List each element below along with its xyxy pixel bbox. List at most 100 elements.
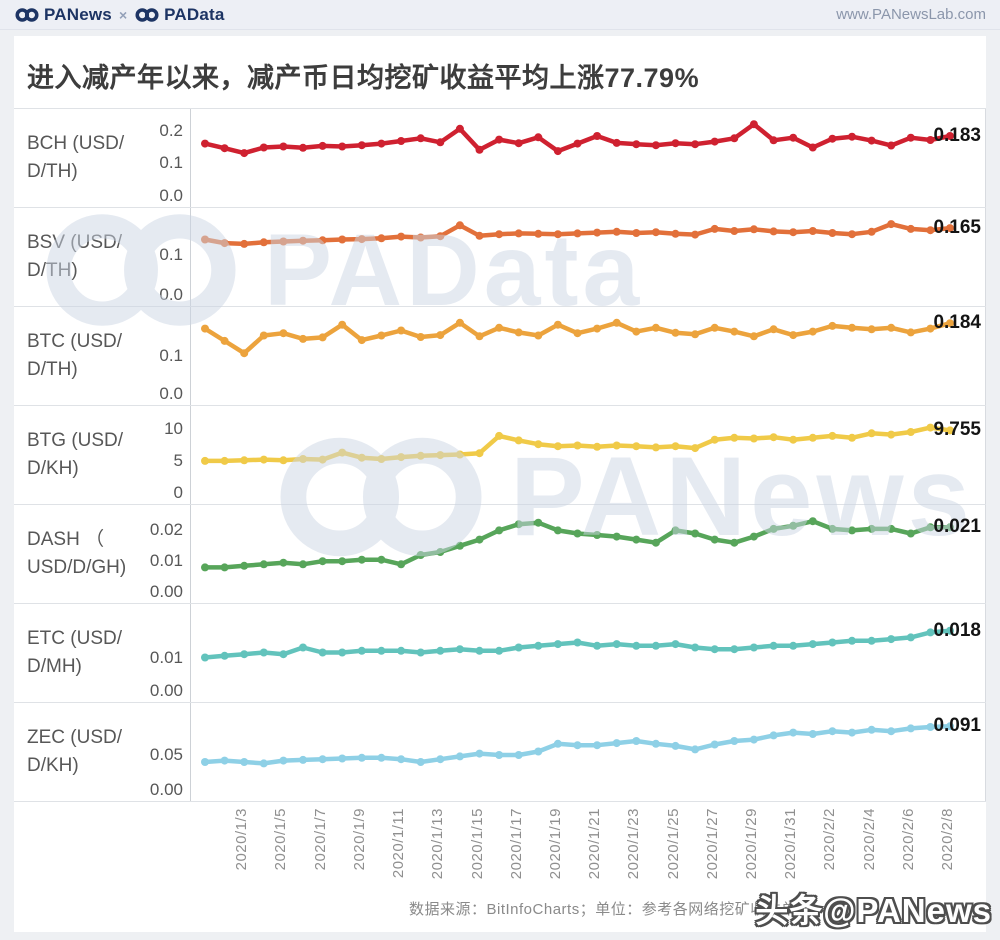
x-tick-label: 2020/1/15 [468,808,486,880]
line-series-dash [201,517,954,572]
plot-area-bsv: 0.165 [190,208,986,306]
end-value-label-btc: 0.184 [933,312,981,334]
plot-area-btc: 0.184 [190,307,986,405]
line-series-btg [201,423,954,465]
chart-row-bsv: BSV (USD/D/TH) 0.1 0.0 0.165 [14,207,986,306]
chart-row-etc: ETC (USD/D/MH) 0.01 0.00 0.018 [14,603,986,702]
y-axis-ticks-etc: 0.01 0.00 [132,604,190,702]
y-axis-ticks-zec: 0.05 0.00 [132,703,190,801]
line-series-btc [201,318,954,358]
end-value-label-etc: 0.018 [933,619,981,641]
y-tick-label: 0.00 [149,582,183,601]
x-tick-label: 2020/2/8 [939,808,956,871]
plot-area-bch: 0.183 [190,109,986,207]
y-tick-label: 0.05 [149,745,183,764]
y-tick-label: 0.00 [149,780,183,799]
series-label-etc: ETC (USD/D/MH) [14,604,132,702]
website-url: www.PANewsLab.com [836,6,986,23]
y-tick-label: 0.01 [149,551,183,571]
y-axis-ticks-dash: 0.02 0.01 0.00 [132,505,190,603]
series-label-line: D/MH) [27,656,82,677]
x-tick-label: 2020/1/23 [625,808,643,880]
series-label-bch: BCH (USD/D/TH) [14,109,132,207]
line-series-etc [201,626,954,662]
series-label-line: BTG (USD/ [27,429,124,451]
page-title: 进入减产年以来，减产币日均挖矿收益平均上涨77.79% [27,63,700,93]
x-tick-label: 2020/1/3 [233,808,251,871]
y-tick-label: 10 [164,418,183,438]
series-label-line: D/KH) [27,755,79,776]
panews-logo-icon [15,7,39,22]
padata-logo-icon [135,7,159,22]
y-tick-label: 0 [173,483,183,502]
panews-logo-text: PANews [44,4,112,24]
y-axis-ticks-btc: 0.1 0.0 [132,307,190,405]
end-value-label-bch: 0.183 [933,125,981,146]
x-tick-label: 2020/1/27 [703,808,721,880]
line-series-zec [201,722,954,768]
panews-logo: PANews [14,5,112,25]
y-axis-ticks-btg: 10 5 0 [132,406,190,504]
x-tick-label: 2020/2/4 [860,808,878,871]
chart-row-btg: BTG (USD/D/KH) 10 5 0 9.755 [14,405,986,504]
y-tick-label: 0.0 [159,285,183,304]
series-label-line: BTC (USD/ [27,330,122,352]
series-label-line: USD/D/GH) [27,557,127,578]
series-label-line: BCH (USD/ [27,132,125,154]
plot-area-zec: 0.091 [190,703,986,801]
plot-area-btg: 9.755 [190,406,986,504]
header-bar: PANews × PAData www.PANewsLab.com [0,0,1000,30]
x-tick-label: 2020/1/9 [350,808,368,871]
x-tick-label: 2020/1/11 [390,808,408,879]
chart-row-zec: ZEC (USD/D/KH) 0.05 0.00 0.091 [14,702,986,801]
x-tick-label: 2020/1/31 [782,808,800,880]
plot-area-dash: 0.021 [190,505,986,603]
end-value-label-zec: 0.091 [933,715,981,737]
y-tick-label: 0.0 [159,186,183,205]
y-tick-label: 0.2 [159,120,183,140]
y-tick-label: 0.02 [149,520,183,540]
y-tick-label: 0.1 [159,244,183,264]
content-card: 进入减产年以来，减产币日均挖矿收益平均上涨77.79% BCH (USD/D/T… [14,36,986,932]
footer-source-note: 数据来源：BitInfoCharts；单位：参考各网络挖矿收益单位 [409,901,813,918]
x-tick-label: 2020/2/6 [899,808,917,871]
end-value-label-btg: 9.755 [933,419,981,441]
y-tick-label: 0.0 [159,384,183,403]
chart-row-btc: BTC (USD/D/TH) 0.1 0.0 0.184 [14,306,986,405]
line-series-bch [201,120,954,158]
x-tick-label: 2020/1/5 [272,808,290,871]
chart-row-dash: DASH （ USD/D/GH) 0.02 0.01 0.00 0.021 [14,504,986,603]
y-tick-label: 5 [173,450,183,470]
y-tick-label: 0.1 [159,345,183,365]
x-tick-label: 2020/1/17 [507,808,525,880]
brand-separator: × [118,6,128,23]
end-value-label-dash: 0.021 [933,516,981,538]
x-tick-label: 2020/1/25 [664,808,682,880]
series-label-line: BSV (USD/ [27,231,123,253]
chart-rows: BCH (USD/D/TH) 0.2 0.1 0.0 0.183 BSV (USD/D/T… [14,108,986,802]
end-value-label-bsv: 0.165 [933,217,981,239]
plot-area-etc: 0.018 [190,604,986,702]
y-axis-ticks-bsv: 0.1 0.0 [132,208,190,306]
series-label-btg: BTG (USD/D/KH) [14,406,132,504]
series-label-line: DASH （ [27,528,105,550]
series-label-line: D/TH) [27,359,78,380]
series-label-zec: ZEC (USD/D/KH) [14,703,132,801]
chart-row-bch: BCH (USD/D/TH) 0.2 0.1 0.0 0.183 [14,108,986,207]
series-label-line: ZEC (USD/ [27,726,122,748]
series-label-line: D/TH) [27,161,78,182]
x-tick-label: 2020/1/7 [311,808,329,871]
series-label-line: D/TH) [27,260,78,281]
line-series-bsv [201,220,954,248]
series-label-bsv: BSV (USD/D/TH) [14,208,132,306]
padata-logo: PAData [134,5,224,25]
padata-logo-text: PAData [164,4,225,24]
x-tick-label: 2020/1/21 [586,808,604,880]
y-tick-label: 0.1 [159,153,183,173]
y-tick-label: 0.01 [149,647,183,667]
x-tick-label: 2020/1/13 [429,808,447,880]
series-label-btc: BTC (USD/D/TH) [14,307,132,405]
y-tick-label: 0.00 [149,681,183,700]
x-tick-label: 2020/1/29 [742,808,760,880]
